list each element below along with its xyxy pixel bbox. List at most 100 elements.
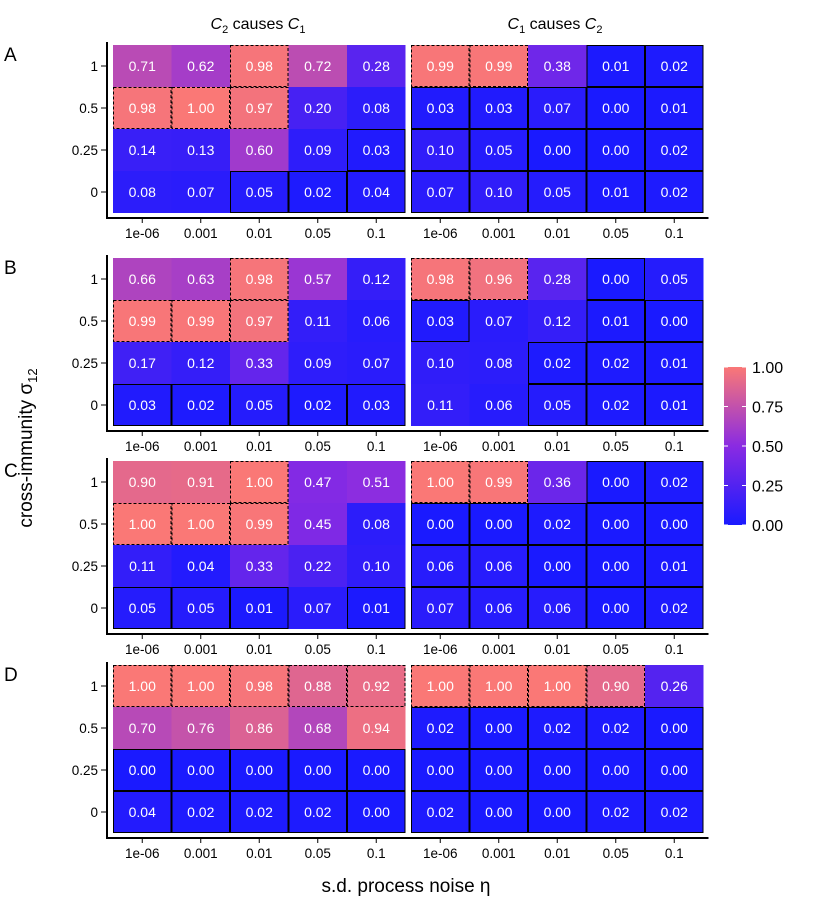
- cell-value-label: 0.05: [246, 184, 273, 200]
- cell-value-label: 0.07: [427, 600, 454, 616]
- heatmap-cell: [347, 45, 406, 87]
- cell-outline-dashed: [171, 503, 230, 545]
- legend-tick-label: 1.00: [752, 360, 783, 377]
- cell-outline-solid: [347, 171, 406, 213]
- cell-value-label: 0.99: [246, 516, 273, 532]
- cell-value-label: 0.00: [602, 142, 629, 158]
- cell-value-label: 0.02: [602, 397, 629, 413]
- heatmap-cell: [347, 587, 406, 629]
- cell-value-label: 0.02: [427, 804, 454, 820]
- cell-value-label: 0.05: [544, 397, 571, 413]
- cell-outline-dashed: [586, 665, 645, 707]
- cell-value-label: 0.03: [427, 100, 454, 116]
- cell-value-label: 0.03: [363, 397, 390, 413]
- cell-value-label: 0.91: [187, 474, 214, 490]
- cell-value-label: 0.97: [246, 313, 273, 329]
- cell-value-label: 0.02: [304, 397, 331, 413]
- heatmap-cell: [347, 791, 406, 833]
- cell-outline-solid: [411, 171, 470, 213]
- cell-outline-solid: [288, 791, 347, 833]
- cell-value-label: 0.33: [246, 355, 273, 371]
- x-tick-label: 0.1: [665, 642, 684, 657]
- cell-outline-solid: [411, 503, 470, 545]
- cell-value-label: 0.05: [544, 184, 571, 200]
- heatmap-cell: [347, 665, 406, 707]
- cell-outline-solid: [411, 129, 470, 171]
- cell-value-label: 0.06: [363, 313, 390, 329]
- heatmap-cell: [469, 45, 528, 87]
- cell-outline-solid: [113, 749, 172, 791]
- heatmap-cell: [347, 503, 406, 545]
- heatmap-cell: [411, 587, 470, 629]
- cell-value-label: 0.71: [129, 58, 156, 74]
- cell-value-label: 0.13: [187, 142, 214, 158]
- heatmap-cell: [411, 384, 470, 426]
- heatmap-cell: [411, 749, 470, 791]
- cell-outline-dashed: [230, 503, 289, 545]
- cell-value-label: 0.99: [129, 313, 156, 329]
- cell-outline-solid: [469, 545, 528, 587]
- facet-d-1: 1.00 1.00 0.98 0.88 0.92 0.70 0.76 0.86 0.68 0.94…: [108, 665, 411, 861]
- heatmap-cell: [288, 342, 347, 384]
- x-tick-label: 0.05: [305, 226, 331, 241]
- cell-outline-solid: [645, 45, 704, 87]
- cell-outline-solid: [586, 503, 645, 545]
- y-tick-label: 1: [90, 679, 98, 694]
- heatmap-cell: [230, 300, 289, 342]
- x-tick-label: 0.05: [305, 846, 331, 861]
- cell-outline-solid: [528, 503, 587, 545]
- heatmap-cell: [528, 665, 587, 707]
- cell-value-label: 0.05: [485, 142, 512, 158]
- heatmap-cell: [411, 791, 470, 833]
- cell-value-label: 0.01: [246, 600, 273, 616]
- heatmap-cell: [171, 45, 230, 87]
- cell-value-label: 0.02: [246, 804, 273, 820]
- heatmap-cell: [586, 258, 645, 300]
- heatmap-cell: [288, 791, 347, 833]
- heatmap-cell: [528, 258, 587, 300]
- cell-value-label: 0.98: [246, 678, 273, 694]
- heatmap-cell: [113, 791, 172, 833]
- cell-value-label: 0.10: [427, 355, 454, 371]
- heatmap-cell: [288, 45, 347, 87]
- cell-outline-solid: [586, 461, 645, 503]
- cell-outline-solid: [586, 300, 645, 342]
- heatmap-cell: [113, 87, 172, 129]
- cell-value-label: 0.98: [246, 58, 273, 74]
- heatmap-cell: [230, 129, 289, 171]
- x-tick-label: 1e-06: [423, 226, 458, 241]
- cell-value-label: 0.02: [427, 720, 454, 736]
- legend-colorbar: [724, 367, 746, 525]
- x-tick-label: 0.01: [246, 846, 272, 861]
- cell-value-label: 0.03: [363, 142, 390, 158]
- cell-value-label: 0.00: [661, 762, 688, 778]
- cell-outline-solid: [411, 87, 470, 129]
- y-axis-title: cross-immunity σ12: [16, 368, 40, 527]
- heatmap-cell: [645, 749, 704, 791]
- cell-outline-solid: [411, 545, 470, 587]
- heatmap-cell: [113, 503, 172, 545]
- cell-outline-solid: [528, 587, 587, 629]
- cell-outline-solid: [171, 791, 230, 833]
- cell-value-label: 0.12: [363, 271, 390, 287]
- heatmap-cell: [645, 665, 704, 707]
- cell-outline-solid: [645, 300, 704, 342]
- heatmap-cell: [528, 749, 587, 791]
- legend-tick-label: 0.25: [752, 479, 783, 496]
- cell-value-label: 0.99: [485, 474, 512, 490]
- cell-outline-solid: [469, 129, 528, 171]
- heatmap-cell: [586, 749, 645, 791]
- cell-value-label: 0.98: [427, 271, 454, 287]
- heatmap-cell: [347, 749, 406, 791]
- cell-outline-solid: [586, 171, 645, 213]
- cell-value-label: 0.00: [544, 142, 571, 158]
- cell-outline-dashed: [113, 503, 172, 545]
- heatmap-cell: [288, 545, 347, 587]
- heatmap-cell: [347, 461, 406, 503]
- cell-value-label: 0.76: [187, 720, 214, 736]
- cell-value-label: 0.00: [602, 474, 629, 490]
- x-tick-label: 1e-06: [125, 439, 160, 454]
- heatmap-cell: [230, 171, 289, 213]
- heatmap-cell: [171, 707, 230, 749]
- cell-value-label: 0.92: [363, 678, 390, 694]
